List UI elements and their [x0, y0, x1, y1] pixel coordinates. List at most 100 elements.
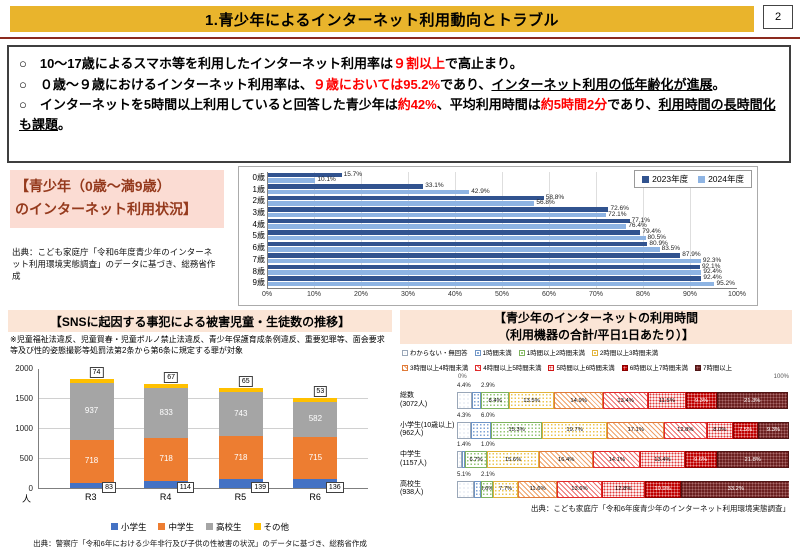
- segment-value: 3.6%: [480, 486, 493, 492]
- category-label: R3: [85, 491, 97, 502]
- time-legend: わからない・無回答 1時間未満 1時間以上2時間未満 2時間以上3時間未満 3時間以上4…: [400, 348, 792, 372]
- sns-plot: 718 937 83 74 718 833 114 67 718 743 139 65 715 582 13…: [38, 366, 368, 493]
- bar-line: 42.9%: [268, 188, 737, 194]
- bar: [268, 178, 316, 183]
- bar-line: 80.9%: [268, 240, 737, 247]
- summary-segment: インターネット利用の低年齢化が進展: [491, 76, 713, 92]
- bar-line: 79.4%: [268, 229, 737, 235]
- summary-bullet: ○ インターネットを5時間以上利用していると回答した青少年は約42%、平均利用時…: [19, 95, 779, 134]
- segment-value: 19.7%: [566, 427, 583, 433]
- age-label: 8歳: [252, 266, 265, 276]
- legend-swatch: [698, 175, 706, 183]
- bar: [268, 230, 641, 235]
- age-row: 79.4% 80.5%: [268, 229, 737, 242]
- segment-value: 33.2%: [727, 486, 745, 492]
- stacked-bar: 8.4% 13.5% 14.9% 13.4% 11.5% 9.3% 21.3%: [457, 392, 789, 409]
- age-label: 7歳: [252, 254, 265, 264]
- legend-label: 1時間以上2時間未満: [526, 350, 585, 357]
- age-row: 80.9% 83.5%: [268, 240, 737, 253]
- segment-value: 8.4%: [488, 397, 502, 404]
- bar-line: 92.1%: [268, 263, 737, 270]
- legend-item: 2024年度: [698, 173, 744, 185]
- legend-swatch: [158, 523, 166, 531]
- segment-value: 10.9%: [654, 486, 671, 492]
- bar-line: 56.8%: [268, 200, 737, 206]
- row-label-count: (3072人): [400, 400, 428, 408]
- legend-swatch: [206, 523, 213, 531]
- legend-swatch: [642, 175, 650, 183]
- bar-segment: [471, 421, 492, 439]
- legend-item: 4時間以上5時間未満: [475, 363, 541, 372]
- bar-segment: 7.7%: [492, 480, 519, 498]
- legend-label: わからない・無回答: [410, 350, 468, 357]
- x-tick: 30%: [400, 291, 416, 298]
- bar: [268, 276, 702, 281]
- bar-segment: [293, 398, 338, 402]
- segment-value: 833: [159, 407, 173, 417]
- legend-swatch: [591, 349, 598, 356]
- summary-bullet: ○ ０歳～９歳におけるインターネット利用率は、９歳においては95.2%であり、イ…: [19, 75, 779, 95]
- bar-line: 83.5%: [268, 245, 737, 253]
- row-label-count: (1157人): [400, 459, 427, 467]
- x-tick: 40%: [447, 291, 463, 298]
- sns-panel: 【SNSに起因する事犯による被害児童・生徒数の推移】 ※児童福祉法違反、児童買春…: [8, 310, 392, 550]
- segment-value: 12.8%: [677, 427, 694, 433]
- bar-segment: 33.2%: [680, 480, 789, 498]
- bar: [268, 258, 701, 264]
- time-row: 中学生 (1157人) 1.4% 1.0% 6.7% 15.6% 16.4% 14.1% 13.…: [400, 442, 792, 469]
- sns-source: 出典：警察庁「令和6年における少年非行及び子供の性被害の状況」のデータに基づき、…: [33, 538, 367, 548]
- legend-label: その他: [263, 521, 290, 532]
- y-tick: 1000: [15, 423, 33, 433]
- bar-segment: 937: [69, 383, 114, 440]
- bar-value: 83.5%: [661, 245, 681, 253]
- segment-value: 13.6%: [571, 486, 588, 492]
- time-row: 小学生(10歳以上) (962人) 4.3% 6.0% 15.3% 19.7% 17.1% 1…: [400, 413, 792, 440]
- age-row: 92.4% 95.2%: [268, 274, 737, 288]
- summary-segment: ○ 10～17歳によるスマホ等を利用したインターネット利用率は: [19, 56, 393, 71]
- segment-value: 8.0%: [713, 427, 727, 433]
- category-label: R5: [234, 491, 247, 502]
- bar-value: 33.1%: [425, 182, 444, 190]
- row-label: 小学生(10歳以上) (962人): [400, 413, 457, 440]
- time-source: 出典：こども家庭庁「令和6年度青少年のインターネット利用環境実態調査」: [530, 504, 790, 513]
- summary-segment: ９歳においては95.2%: [312, 76, 441, 92]
- bar-value: 92.4%: [703, 274, 722, 282]
- legend-swatch: [402, 364, 408, 371]
- bar-line: 92.3%: [268, 257, 737, 264]
- legend-swatch: [253, 523, 261, 531]
- legend-label: 7時間以上: [702, 365, 733, 372]
- time-row: 高校生 (938人) 5.1% 2.1% 3.6% 7.7% 11.6% 13.6% 12.8%…: [400, 472, 792, 499]
- bar-segment: 19.7%: [541, 421, 608, 439]
- age-label: 4歳: [252, 219, 265, 229]
- bar-segment: 718: [218, 436, 263, 480]
- bar: [268, 212, 607, 218]
- y-tick: 2000: [15, 363, 33, 373]
- callout-value: 5.1%: [457, 471, 471, 478]
- bar: [268, 195, 544, 201]
- row-label-count: (962人): [400, 430, 424, 438]
- bar-stack: 718 833 114 67: [144, 371, 194, 493]
- legend-item: その他: [253, 521, 290, 533]
- callout-value: 83: [102, 481, 116, 493]
- bar-segment: [69, 482, 114, 488]
- summary-segment: であり、: [607, 97, 659, 112]
- summary-segment: ○ ０歳～９歳におけるインターネット利用率は、: [19, 76, 313, 92]
- bar-segment: [457, 451, 462, 468]
- summary-segment: であり、: [440, 76, 492, 92]
- callout-value: 65: [238, 375, 253, 387]
- bar-value: 80.5%: [647, 233, 666, 241]
- bar: [268, 218, 630, 224]
- legend-swatch: [518, 349, 525, 356]
- summary-segment: ９割以上: [393, 56, 446, 71]
- x-tick: 50%: [494, 291, 510, 298]
- legend-item: わからない・無回答: [402, 348, 468, 357]
- bar: [268, 201, 535, 206]
- page-number-box: 2: [763, 5, 793, 29]
- segment-value: 13.4%: [617, 397, 634, 404]
- bar-value: 58.8%: [545, 193, 565, 201]
- bar-segment: 21.3%: [716, 392, 788, 409]
- bar-segment: 11.6%: [518, 480, 557, 498]
- legend-item: 6時間以上7時間未満: [621, 363, 688, 372]
- age-row: 77.1% 76.4%: [268, 217, 737, 230]
